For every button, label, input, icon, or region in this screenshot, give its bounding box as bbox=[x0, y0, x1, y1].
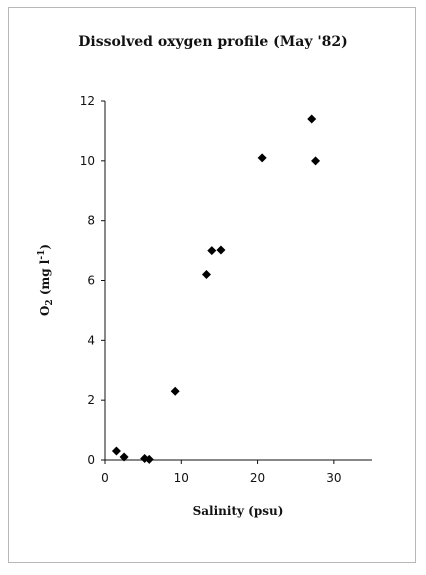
axis-ticks: 0 10 20 30 0 2 4 6 8 10 12 bbox=[80, 94, 342, 485]
x-tick-label: 30 bbox=[326, 471, 341, 485]
data-point bbox=[201, 270, 211, 280]
data-point bbox=[170, 386, 180, 396]
x-axis-label: Salinity (psu) bbox=[193, 504, 284, 518]
y-tick-label: 8 bbox=[87, 214, 95, 228]
data-point bbox=[216, 245, 226, 255]
data-point bbox=[111, 446, 121, 456]
y-tick-label: 10 bbox=[80, 154, 95, 168]
data-point bbox=[207, 246, 217, 256]
y-tick-label: 4 bbox=[87, 333, 95, 347]
data-points bbox=[111, 114, 321, 464]
x-tick-label: 10 bbox=[174, 471, 189, 485]
y-tick-label: 12 bbox=[80, 94, 95, 108]
data-point bbox=[307, 114, 317, 124]
data-point bbox=[257, 153, 267, 163]
x-tick-label: 20 bbox=[250, 471, 265, 485]
data-point bbox=[119, 452, 129, 462]
data-point bbox=[311, 156, 321, 166]
plot-area: 0 10 20 30 0 2 4 6 8 10 12 bbox=[80, 94, 372, 485]
y-axis-label: O2 (mg l-1) bbox=[37, 244, 55, 316]
x-tick-label: 0 bbox=[101, 471, 109, 485]
chart-title: Dissolved oxygen profile (May '82) bbox=[78, 34, 348, 50]
y-tick-label: 2 bbox=[87, 393, 95, 407]
y-tick-label: 0 bbox=[87, 453, 95, 467]
y-tick-label: 6 bbox=[87, 274, 95, 288]
data-point bbox=[144, 454, 154, 464]
chart-frame bbox=[8, 7, 416, 563]
